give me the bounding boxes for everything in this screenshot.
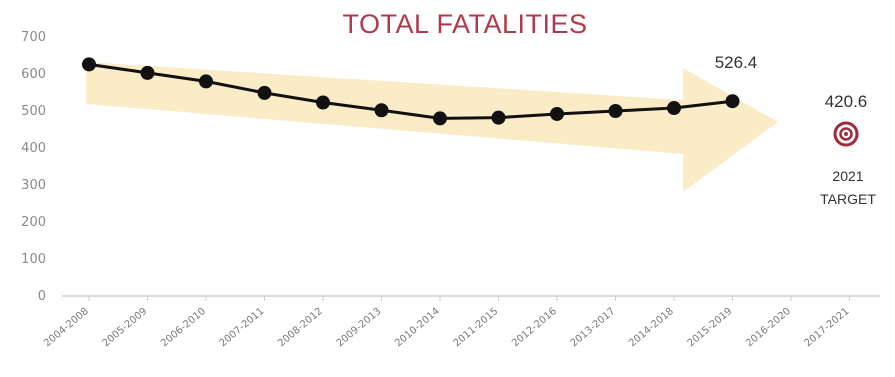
x-tick-label: 2016-2020 <box>744 306 793 349</box>
last-value-label: 526.4 <box>715 53 758 72</box>
y-tick-label: 500 <box>21 104 46 119</box>
data-point <box>316 95 330 110</box>
x-tick-label: 2004-2008 <box>42 306 91 349</box>
x-tick-label: 2013-2017 <box>569 306 618 349</box>
y-tick-label: 0 <box>38 289 46 304</box>
data-point <box>82 57 96 72</box>
x-tick-label: 2009-2013 <box>335 306 384 349</box>
trend-arrow-shape <box>86 62 778 192</box>
target-center-dot <box>844 132 848 136</box>
x-tick-label: 2005-2009 <box>101 306 150 349</box>
data-point <box>725 94 740 109</box>
y-tick-label: 300 <box>21 178 46 193</box>
chart-title: TOTAL FATALITIES <box>342 9 587 39</box>
target-year-label: 2021 <box>832 168 863 184</box>
target-inner-ring <box>839 127 853 141</box>
target-text-label: TARGET <box>820 191 876 207</box>
y-tick-label: 700 <box>21 30 46 45</box>
series-line <box>88 62 733 120</box>
data-point <box>608 104 623 118</box>
data-point <box>433 111 447 126</box>
x-tick-label: 2008-2012 <box>276 306 325 349</box>
target-icon <box>833 121 859 147</box>
x-tick-label: 2017-2021 <box>803 306 852 349</box>
target-outer-ring <box>833 121 859 147</box>
x-tick-label: 2015-2019 <box>686 306 735 349</box>
data-point <box>667 101 681 116</box>
annotations: 526.4 420.6 2021 TARGET <box>715 53 877 207</box>
trend-arrow <box>86 62 778 192</box>
x-tick-label: 2011-2015 <box>452 306 501 349</box>
data-point <box>257 85 272 100</box>
data-point <box>550 106 564 121</box>
y-tick-label: 600 <box>21 67 46 82</box>
data-point <box>491 110 506 125</box>
y-tick-label: 200 <box>21 215 46 230</box>
x-tick-label: 2012-2016 <box>510 306 559 349</box>
x-tick-label: 2014-2018 <box>627 306 676 349</box>
x-tick-label: 2010-2014 <box>393 306 442 349</box>
x-tick-label: 2007-2011 <box>218 306 267 349</box>
data-point <box>140 65 155 80</box>
x-tick-label: 2006-2010 <box>159 306 208 349</box>
data-point <box>374 103 389 118</box>
series <box>82 57 740 126</box>
y-tick-label: 100 <box>21 252 46 267</box>
data-point <box>199 74 213 89</box>
target-value-label: 420.6 <box>825 92 868 111</box>
y-tick-label: 400 <box>21 141 46 156</box>
